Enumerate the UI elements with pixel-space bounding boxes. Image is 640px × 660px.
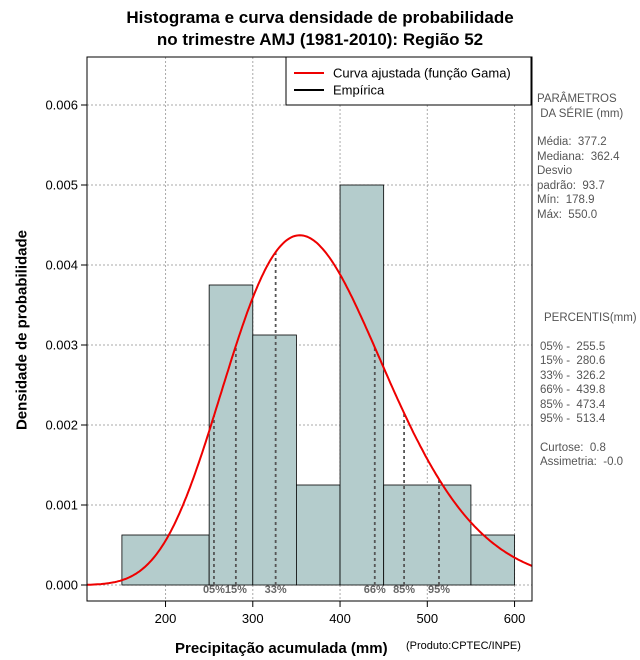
percentile-label: 66%	[364, 584, 386, 596]
x-axis-label: Precipitação acumulada (mm)	[175, 640, 388, 657]
percentiles-panel: PERCENTIS(mm) 05% - 255.5 15% - 280.6 33% -…	[540, 311, 637, 470]
percentile-label: 85%	[393, 584, 415, 596]
y-tick-label: 0.006	[45, 98, 78, 113]
percentile-05: 05% - 255.5	[540, 340, 606, 353]
stat-mean: Média: 377.2	[537, 136, 607, 148]
y-tick-label: 0.005	[45, 178, 78, 193]
chart-title-line2: no trimestre AMJ (1981-2010): Região 52	[156, 30, 484, 49]
percentile-95: 95% - 513.4	[540, 413, 606, 425]
stat-sd-label: Desvio	[537, 165, 573, 177]
y-tick-label: 0.004	[45, 258, 78, 273]
histogram-bar	[208, 284, 254, 586]
stats-header-unit: DA SÉRIE (mm)	[537, 107, 624, 120]
y-tick-label: 0.001	[45, 498, 78, 513]
percentile-label: 33%	[265, 584, 287, 596]
percentile-66: 66% - 439.8	[540, 384, 606, 396]
stat-sd: padrão: 93.7	[537, 179, 605, 192]
x-tick-label: 300	[242, 611, 264, 626]
x-tick-label: 400	[329, 611, 351, 626]
percentile-label: 15%	[225, 584, 247, 596]
y-axis-label: Densidade de probabilidade	[13, 229, 31, 431]
chart-title-line1: Histograma e curva densidade de probabil…	[126, 8, 514, 27]
stats-panel: PARÂMETROS DA SÉRIE (mm) Média: 377.2 Medi…	[537, 92, 623, 222]
histogram-bar	[339, 184, 385, 586]
y-tick-label: 0.002	[45, 418, 78, 433]
percentile-15: 15% - 280.6	[540, 355, 606, 367]
stat-max: Máx: 550.0	[537, 208, 598, 221]
y-tick-label: 0.000	[45, 578, 78, 593]
legend-box	[285, 56, 532, 106]
stats-header: PARÂMETROS	[537, 93, 617, 105]
x-tick-label: 200	[155, 611, 177, 626]
percentile-33: 33% - 326.2	[540, 369, 606, 382]
percentiles-header: PERCENTIS(mm)	[544, 312, 637, 324]
stat-min: Mín: 178.9	[537, 194, 595, 206]
histogram-bar	[383, 484, 472, 586]
histogram-bar	[252, 334, 297, 586]
gamma-density-curve	[86, 234, 533, 586]
kurtosis: Curtose: 0.8	[540, 441, 606, 454]
legend-label: Curva ajustada (função Gama)	[333, 66, 511, 81]
histogram-bar	[296, 484, 341, 586]
stat-median: Mediana: 362.4	[537, 150, 620, 163]
skewness: Assimetria: -0.0	[540, 456, 624, 468]
y-tick-label: 0.003	[45, 338, 78, 353]
credit-text: (Produto:CPTEC/INPE)	[406, 640, 521, 652]
x-tick-label: 500	[416, 611, 438, 626]
percentile-label: 05%	[203, 584, 225, 596]
x-tick-label: 600	[504, 611, 526, 626]
percentile-85: 85% - 473.4	[540, 398, 606, 411]
percentile-label: 95%	[428, 584, 450, 596]
legend-label: Empírica	[333, 83, 385, 98]
